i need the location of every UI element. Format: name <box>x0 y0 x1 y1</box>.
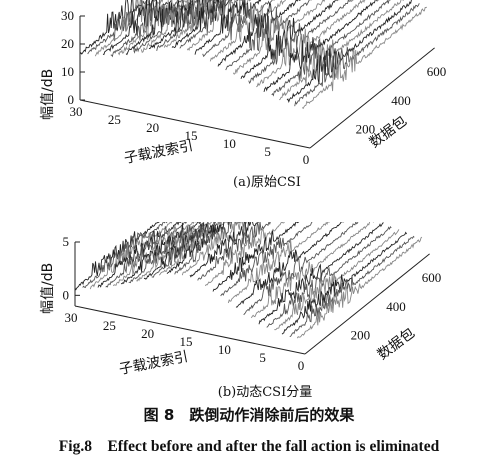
series-line <box>243 222 359 316</box>
z-tick-label: 30 <box>61 8 74 23</box>
series-line <box>102 0 175 56</box>
series-lines <box>74 222 423 339</box>
series-line <box>194 0 262 55</box>
y-tick-label: 200 <box>351 327 371 342</box>
series-line <box>202 0 276 58</box>
series-line <box>263 0 380 93</box>
y-tick-label: 600 <box>427 64 447 79</box>
series-line <box>186 0 251 52</box>
series-line <box>232 0 325 75</box>
series-line <box>286 0 412 104</box>
series-line <box>117 0 189 56</box>
series-line <box>87 0 157 55</box>
series-line <box>133 0 199 54</box>
series-line <box>217 0 301 67</box>
series-line <box>250 222 374 319</box>
x-tick-label: 5 <box>264 144 271 159</box>
x-axis-label: 子载波索引 <box>118 348 190 378</box>
series-line <box>112 222 196 287</box>
series-line <box>140 0 207 54</box>
x-tick-label: 25 <box>103 318 116 333</box>
x-axis-label: 子载波索引 <box>123 137 195 167</box>
series-line <box>89 222 173 290</box>
series-line <box>289 235 415 338</box>
tick-labels: 30 25 20 15 10 5 0 200 400 600 0 5 <box>63 234 442 373</box>
series-line <box>136 222 212 282</box>
y-axis-line <box>304 253 430 355</box>
series-line <box>281 231 407 335</box>
x-tick-label: 25 <box>108 112 121 127</box>
series-line <box>220 222 313 297</box>
x-tick-label: 0 <box>298 358 305 373</box>
x-tick-label: 30 <box>65 310 78 325</box>
x-tick-label: 10 <box>218 342 231 357</box>
series-line <box>148 0 212 50</box>
series-line <box>294 3 420 107</box>
series-line <box>179 0 243 49</box>
axis-lines <box>79 15 435 149</box>
series-line <box>271 0 391 97</box>
figure-caption-cn: 图 8 跌倒动作消除前后的效果 <box>143 406 355 424</box>
chart-subtitle: (b)动态CSI分量 <box>218 385 312 400</box>
series-line <box>266 225 392 328</box>
x-tick-label: 15 <box>185 128 198 143</box>
x-tick-label: 20 <box>141 326 154 341</box>
y-axis-line <box>309 47 435 149</box>
series-line <box>227 222 330 304</box>
y-axis-label: 数据包 <box>375 325 418 363</box>
z-axis-label: 幅值/dB <box>40 263 56 314</box>
x-tick-label: 10 <box>223 136 236 151</box>
series-line <box>240 0 340 79</box>
axis-lines <box>74 241 430 355</box>
series-line <box>189 222 259 278</box>
y-tick-label: 400 <box>386 299 406 314</box>
x-axis-line <box>79 99 311 149</box>
series-line <box>94 0 164 57</box>
series-line <box>212 222 300 292</box>
series-line <box>151 222 222 278</box>
series-line <box>166 222 232 275</box>
series-line <box>256 0 367 88</box>
series-line <box>128 222 205 284</box>
series-line <box>248 0 355 84</box>
tick-labels: 30 25 20 15 10 5 0 200 400 600 0 10 20 30 <box>61 8 446 167</box>
series-line <box>225 0 312 71</box>
chart-subtitle: (a)原始CSI <box>233 175 301 190</box>
x-tick-label: 20 <box>146 120 159 135</box>
y-tick-label: 400 <box>391 93 411 108</box>
z-axis-label: 幅值/dB <box>40 69 56 120</box>
z-tick-label: 0 <box>68 92 75 107</box>
series-line <box>171 0 235 49</box>
series-line <box>181 222 250 276</box>
series-lines <box>79 0 427 110</box>
series-line <box>209 0 286 62</box>
y-tick-label: 200 <box>356 121 376 136</box>
series-line <box>301 6 427 110</box>
series-line <box>143 222 216 280</box>
series-line <box>82 222 168 289</box>
series-line <box>163 0 225 48</box>
z-tick-label: 20 <box>61 36 74 51</box>
series-line <box>156 0 219 52</box>
series-line <box>296 236 423 339</box>
series-line <box>110 0 182 58</box>
z-tick-label: 5 <box>63 234 70 249</box>
series-line <box>274 229 400 331</box>
x-tick-label: 0 <box>303 152 310 167</box>
figure-caption-en: Fig.8 Effect before and after the fall a… <box>58 438 440 455</box>
x-axis-line <box>74 305 306 355</box>
x-tick-label: 30 <box>70 104 83 119</box>
y-tick-label: 600 <box>422 270 442 285</box>
x-tick-label: 15 <box>180 334 193 349</box>
series-line <box>197 222 271 281</box>
series-line <box>158 222 227 276</box>
z-tick-label: 10 <box>61 64 74 79</box>
z-tick-label: 0 <box>63 287 70 302</box>
x-tick-label: 5 <box>259 350 266 365</box>
series-line <box>204 222 285 287</box>
